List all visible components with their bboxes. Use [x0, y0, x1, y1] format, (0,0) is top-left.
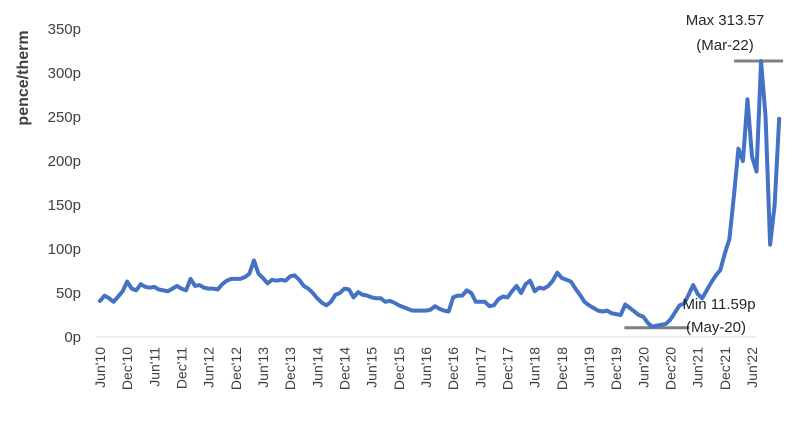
- x-tick-label: Dec'19: [608, 347, 624, 390]
- x-tick-label: Dec'14: [337, 347, 353, 390]
- y-tick-label: 350p: [48, 21, 81, 38]
- y-axis-label: pence/therm: [15, 30, 32, 125]
- x-tick-label: Jun'17: [472, 347, 488, 388]
- min-annotation-value: Min 11.59p: [682, 296, 755, 313]
- y-tick-label: 100p: [48, 241, 81, 258]
- x-tick-label: Jun'22: [744, 347, 760, 388]
- x-tick-label: Dec'12: [228, 347, 244, 390]
- x-tick-label: Dec'18: [554, 347, 570, 390]
- x-tick-label: Dec'10: [119, 347, 135, 390]
- y-tick-label: 200p: [48, 153, 81, 170]
- x-tick-label: Dec'15: [391, 347, 407, 390]
- x-tick-label: Dec'11: [174, 347, 190, 389]
- x-tick-label: Jun'21: [690, 347, 706, 388]
- x-axis-ticks: Jun'10 Dec'10 Jun'11 Dec'11 Jun'12 Dec'12 Jun'…: [92, 347, 760, 390]
- x-tick-label: Jun'10: [92, 347, 108, 388]
- max-annotation: Max 313.57 (Mar-22): [686, 12, 764, 54]
- x-tick-label: Dec'13: [282, 347, 298, 390]
- series-line: [98, 59, 782, 329]
- x-tick-label: Jun'19: [581, 347, 597, 388]
- y-tick-label: 250p: [48, 109, 81, 126]
- y-tick-label: 300p: [48, 65, 81, 82]
- max-annotation-date: (Mar-22): [696, 37, 754, 54]
- x-tick-label: Jun'11: [146, 347, 162, 387]
- x-tick-label: Jun'14: [309, 347, 325, 388]
- min-annotation: Min 11.59p (May-20): [682, 296, 755, 336]
- x-tick-label: Jun'16: [418, 347, 434, 388]
- x-tick-label: Jun'12: [201, 347, 217, 388]
- min-annotation-date: (May-20): [686, 319, 746, 336]
- y-tick-label: 50p: [56, 285, 81, 302]
- x-tick-label: Dec'21: [717, 347, 733, 390]
- x-tick-label: Jun'15: [364, 347, 380, 388]
- y-axis-ticks: 0p 50p 100p 150p 200p 250p 300p 350p: [48, 21, 81, 346]
- y-tick-label: 150p: [48, 197, 81, 214]
- max-annotation-value: Max 313.57: [686, 12, 764, 29]
- y-tick-label: 0p: [64, 329, 81, 346]
- x-tick-label: Dec'16: [445, 347, 461, 390]
- x-tick-label: Dec'20: [663, 347, 679, 390]
- x-tick-label: Jun'20: [635, 347, 651, 388]
- x-tick-label: Jun'13: [255, 347, 271, 388]
- x-tick-label: Jun'18: [527, 347, 543, 388]
- x-tick-label: Dec'17: [500, 347, 516, 390]
